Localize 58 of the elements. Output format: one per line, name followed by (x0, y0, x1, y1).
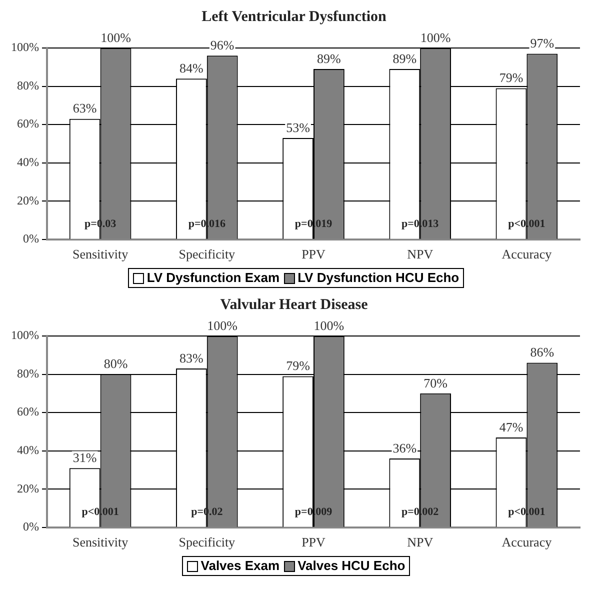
data-label: 80% (104, 356, 128, 372)
data-label: 84% (180, 60, 204, 76)
data-label: 100% (100, 30, 132, 45)
data-label: 100% (207, 318, 238, 333)
data-label: 31% (72, 450, 97, 465)
annotation: p=0.016 (188, 218, 226, 230)
annotation: p<0.001 (508, 218, 546, 230)
y-tick-label: 60% (16, 404, 39, 419)
x-tick-label: Accuracy (502, 534, 552, 550)
y-tick-label: 20% (16, 481, 39, 496)
data-label: 100% (420, 30, 451, 45)
x-tick-label: PPV (302, 246, 326, 262)
data-label: 53% (286, 120, 310, 135)
y-tick-label: 60% (16, 116, 39, 131)
x-tick-label: Accuracy (502, 246, 552, 262)
x-tick-label: Specificity (178, 246, 236, 262)
data-label: 100% (314, 318, 344, 333)
chart-title: Left Ventricular Dysfunction (202, 8, 388, 25)
annotation: p=0.02 (191, 506, 224, 518)
y-tick-label: 0% (22, 232, 39, 246)
x-tick-label: PPV (302, 534, 326, 550)
data-label: 89% (317, 50, 342, 66)
data-label: 63% (72, 100, 97, 116)
x-tick-label: NPV (407, 534, 434, 550)
chart-title: Valvular Heart Disease (220, 296, 368, 313)
data-label: 83% (180, 350, 204, 366)
y-tick-label: 80% (16, 366, 39, 380)
x-tick-label: NPV (407, 246, 434, 262)
annotation: p<0.001 (508, 506, 546, 518)
annotation: p<0.001 (82, 506, 119, 518)
data-label: 86% (530, 344, 554, 360)
data-label: 96% (210, 38, 234, 53)
x-tick-label: Specificity (178, 534, 236, 550)
legend-label: LV Dysfunction HCU Echo (298, 270, 460, 286)
y-tick-label: 20% (16, 193, 39, 208)
data-label: 79% (499, 70, 524, 86)
text: Valves Exam (200, 558, 280, 574)
legend-label: Valves HCU Echo (298, 558, 406, 574)
annotation: p=0.013 (402, 218, 440, 230)
data-label: 89% (392, 50, 417, 66)
y-tick-label: 80% (16, 78, 39, 92)
annotation: p=0.009 (294, 506, 333, 518)
text: LV Dysfunction Exam (146, 270, 280, 286)
y-tick-label: 40% (16, 442, 39, 457)
data-label: 47% (499, 419, 524, 434)
data-label: 79% (286, 358, 310, 374)
annotation: p=0.002 (402, 506, 440, 518)
x-tick-label: Sensitivity (72, 534, 129, 550)
y-tick-label: 0% (22, 520, 39, 534)
annotation: p=0.019 (294, 218, 333, 230)
y-tick-label: 40% (16, 154, 39, 169)
data-label: 97% (530, 36, 554, 51)
y-tick-label: 100% (10, 328, 39, 342)
annotation: p=0.03 (84, 218, 117, 230)
data-label: 36% (392, 440, 417, 456)
y-tick-label: 100% (10, 40, 39, 54)
x-tick-label: Sensitivity (72, 246, 129, 262)
data-label: 70% (424, 375, 448, 390)
